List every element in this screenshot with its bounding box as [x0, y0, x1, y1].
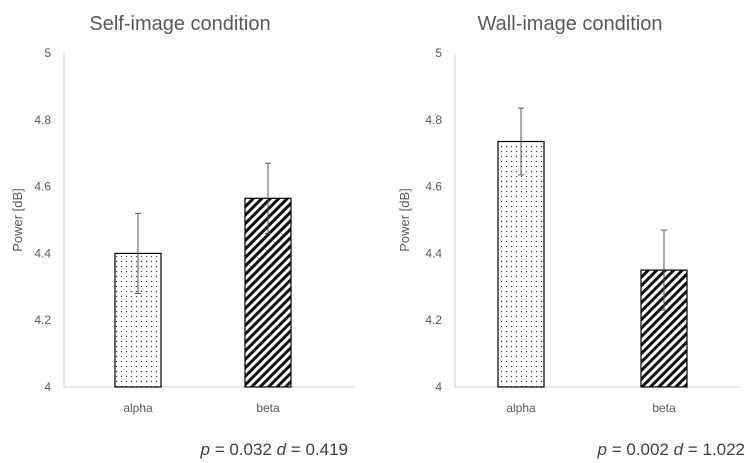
y-tick-label: 4.8 [425, 113, 442, 127]
wall-image-panel: Wall-image condition Power [dB] 4 4.2 4.4 4.6… [397, 13, 745, 459]
stats-p-value: = 0.032 [210, 440, 272, 459]
x-tick-label-beta: beta [652, 401, 676, 415]
stats-d-label: d [272, 440, 287, 459]
y-tick-label: 4.6 [34, 180, 51, 194]
x-tick-label-beta: beta [256, 401, 280, 415]
x-tick-label-alpha: alpha [506, 401, 536, 415]
bar-beta [244, 197, 292, 388]
bar-alpha [497, 140, 545, 388]
stats-p-label: p [597, 440, 607, 459]
stats-d-value: = 1.022 [683, 440, 745, 459]
y-tick-label: 4.2 [425, 313, 442, 327]
y-tick-label: 5 [435, 46, 442, 60]
y-tick-label: 4 [44, 380, 51, 394]
y-tick-label: 4.4 [34, 246, 51, 260]
y-tick-label: 4.2 [34, 313, 51, 327]
stats-d-value: = 0.419 [286, 440, 348, 459]
stats-p-value: = 0.002 [607, 440, 669, 459]
y-tick-label: 5 [44, 46, 51, 60]
y-tick-label: 4.8 [34, 113, 51, 127]
stats-annotation: p = 0.002 d = 1.022 [597, 440, 746, 459]
y-axis-label: Power [dB] [397, 188, 412, 252]
y-tick-label: 4.6 [425, 180, 442, 194]
stats-p-label: p [200, 440, 210, 459]
chart-title: Wall-image condition [478, 13, 663, 35]
stats-d-label: d [669, 440, 684, 459]
y-tick-label: 4 [435, 380, 442, 394]
self-image-panel: Self-image condition Power [dB] 4 4.2 4.4 4.6… [10, 13, 355, 459]
stats-annotation: p = 0.032 d = 0.419 [200, 440, 349, 459]
chart-title: Self-image condition [89, 13, 270, 35]
y-axis-label: Power [dB] [10, 188, 25, 252]
y-tick-label: 4.4 [425, 246, 442, 260]
x-tick-label-alpha: alpha [123, 401, 153, 415]
